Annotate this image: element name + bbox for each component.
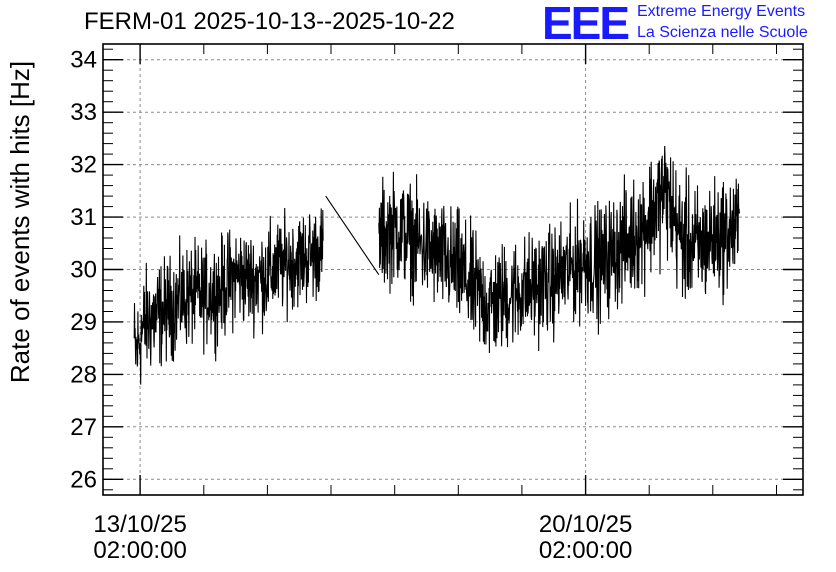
y-tick-label: 26 <box>70 466 97 493</box>
series-segment <box>325 195 380 276</box>
eee-logo: EEE <box>542 0 630 49</box>
y-tick-label: 33 <box>70 99 97 126</box>
x-tick-label-date: 20/10/25 <box>539 511 632 538</box>
x-tick-label-date: 13/10/25 <box>93 511 186 538</box>
logo-caption-line1: Extreme Energy Events <box>637 3 806 20</box>
y-tick-label: 29 <box>70 309 97 336</box>
y-tick-label: 30 <box>70 257 97 284</box>
y-tick-label: 32 <box>70 152 97 179</box>
y-tick-label: 27 <box>70 414 97 441</box>
chart-title: FERM-01 2025-10-13--2025-10-22 <box>84 8 455 35</box>
y-tick-label: 31 <box>70 204 97 231</box>
logo-caption-line2: La Scienza nelle Scuole <box>637 24 808 41</box>
y-tick-label: 34 <box>70 47 97 74</box>
y-tick-label: 28 <box>70 361 97 388</box>
series-segment <box>378 145 740 354</box>
y-axis: 26 27 28 29 30 31 32 33 34 <box>70 47 803 493</box>
x-tick-label-time: 02:00:00 <box>93 537 186 564</box>
series-rate <box>133 145 740 385</box>
y-axis-label: Rate of events with hits [Hz] <box>5 61 35 383</box>
x-tick-label-time: 02:00:00 <box>539 537 632 564</box>
series-segment <box>133 207 324 385</box>
